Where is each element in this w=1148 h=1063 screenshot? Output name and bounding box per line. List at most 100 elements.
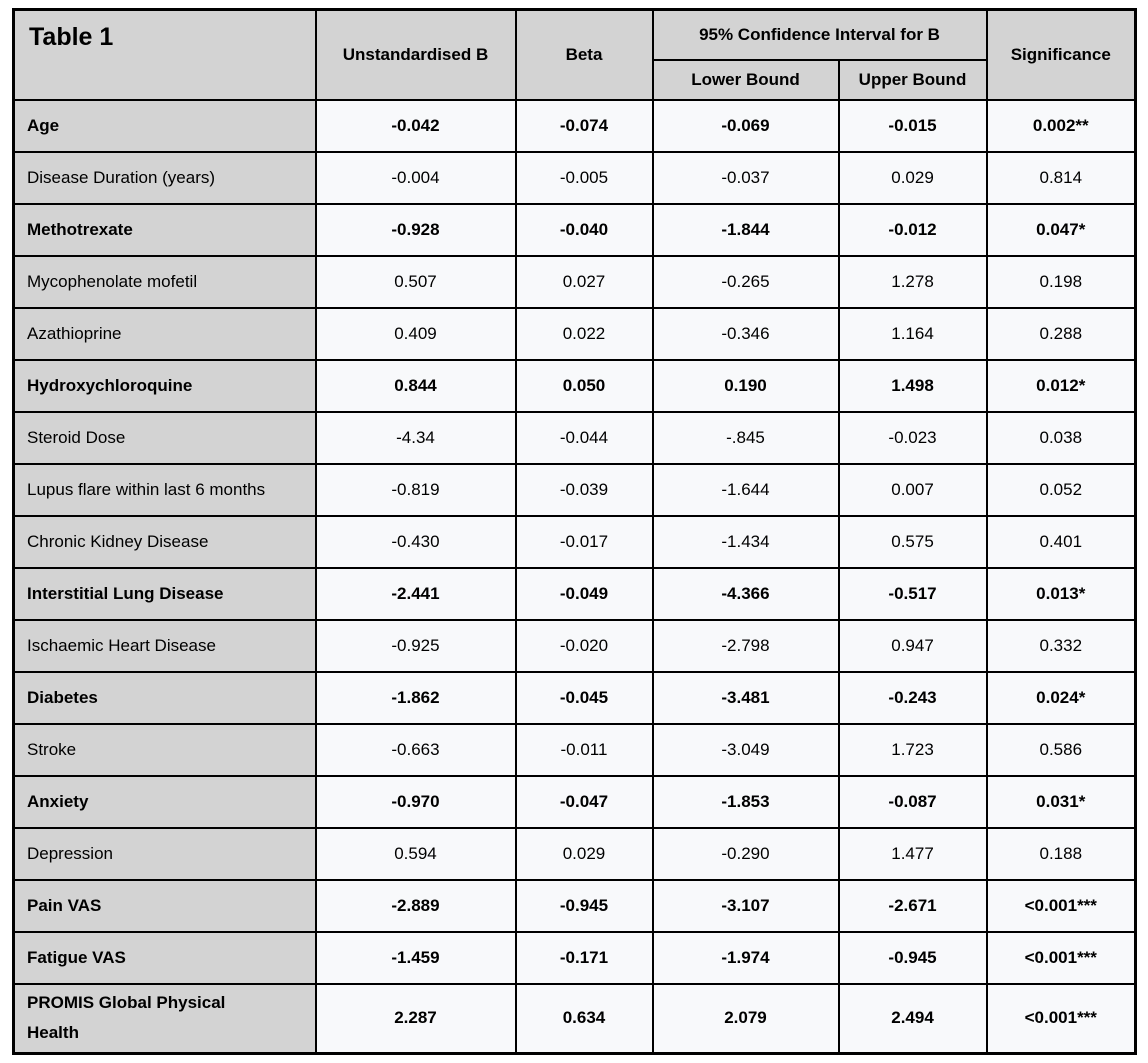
- cell-b: 2.287: [314, 982, 517, 1055]
- table-row: Disease Duration (years) -0.004 -0.005 -0.0…: [12, 150, 1137, 205]
- cell-upper: -0.023: [837, 410, 988, 465]
- cell-sig: <0.001***: [985, 982, 1137, 1055]
- cell-lower: -3.481: [651, 670, 840, 725]
- col-header-lower-bound: Lower Bound: [651, 58, 840, 101]
- cell-upper: -0.945: [837, 930, 988, 985]
- cell-lower: -0.069: [651, 98, 840, 153]
- cell-sig: 0.002**: [985, 98, 1137, 153]
- table-row: Depression 0.594 0.029 -0.290 1.477 0.188: [12, 826, 1137, 881]
- table-header: Table 1 Unstandardised B Beta 95% Confid…: [12, 8, 1137, 101]
- row-label: Hydroxychloroquine: [12, 358, 317, 413]
- cell-lower: 2.079: [651, 982, 840, 1055]
- cell-lower: -0.290: [651, 826, 840, 881]
- cell-upper: 0.029: [837, 150, 988, 205]
- col-header-beta: Beta: [514, 8, 654, 101]
- cell-lower: 0.190: [651, 358, 840, 413]
- cell-b: -0.819: [314, 462, 517, 517]
- row-label: Anxiety: [12, 774, 317, 829]
- cell-upper: 0.007: [837, 462, 988, 517]
- cell-lower: -1.974: [651, 930, 840, 985]
- cell-beta: -0.074: [514, 98, 654, 153]
- cell-upper: 0.575: [837, 514, 988, 569]
- table-row: Steroid Dose -4.34 -0.044 -.845 -0.023 0.038: [12, 410, 1137, 465]
- cell-beta: 0.029: [514, 826, 654, 881]
- cell-beta: -0.011: [514, 722, 654, 777]
- cell-b: -4.34: [314, 410, 517, 465]
- row-label: PROMIS Global Physical Health: [12, 982, 317, 1055]
- row-label: Interstitial Lung Disease: [12, 566, 317, 621]
- cell-lower: -2.798: [651, 618, 840, 673]
- cell-beta: -0.945: [514, 878, 654, 933]
- cell-sig: 0.814: [985, 150, 1137, 205]
- cell-beta: 0.050: [514, 358, 654, 413]
- cell-sig: 0.052: [985, 462, 1137, 517]
- cell-lower: -1.644: [651, 462, 840, 517]
- table-row: Lupus flare within last 6 months -0.819 -0…: [12, 462, 1137, 517]
- table-row: PROMIS Global Physical Health 2.287 0.634 2…: [12, 982, 1137, 1055]
- cell-lower: -3.049: [651, 722, 840, 777]
- cell-sig: 0.188: [985, 826, 1137, 881]
- row-label: Fatigue VAS: [12, 930, 317, 985]
- table-row: Hydroxychloroquine 0.844 0.050 0.190 1.498 0.…: [12, 358, 1137, 413]
- cell-sig: 0.288: [985, 306, 1137, 361]
- cell-upper: 1.164: [837, 306, 988, 361]
- cell-upper: -0.012: [837, 202, 988, 257]
- cell-upper: -2.671: [837, 878, 988, 933]
- cell-sig: 0.401: [985, 514, 1137, 569]
- cell-lower: -3.107: [651, 878, 840, 933]
- cell-beta: -0.017: [514, 514, 654, 569]
- col-header-upper-bound: Upper Bound: [837, 58, 988, 101]
- cell-lower: -1.434: [651, 514, 840, 569]
- cell-b: -1.862: [314, 670, 517, 725]
- row-label: Depression: [12, 826, 317, 881]
- cell-beta: -0.039: [514, 462, 654, 517]
- cell-b: 0.844: [314, 358, 517, 413]
- table-row: Fatigue VAS -1.459 -0.171 -1.974 -0.945 <0.00…: [12, 930, 1137, 985]
- regression-results-table: Table 1 Unstandardised B Beta 95% Confid…: [12, 8, 1138, 1055]
- cell-beta: -0.047: [514, 774, 654, 829]
- cell-sig: 0.047*: [985, 202, 1137, 257]
- table-row: Interstitial Lung Disease -2.441 -0.049 -4.…: [12, 566, 1137, 621]
- cell-beta: 0.022: [514, 306, 654, 361]
- cell-b: -2.441: [314, 566, 517, 621]
- cell-sig: 0.332: [985, 618, 1137, 673]
- cell-sig: 0.013*: [985, 566, 1137, 621]
- cell-b: -0.004: [314, 150, 517, 205]
- row-label: Age: [12, 98, 317, 153]
- cell-b: -0.928: [314, 202, 517, 257]
- row-label: Stroke: [12, 722, 317, 777]
- cell-sig: 0.024*: [985, 670, 1137, 725]
- col-header-significance: Significance: [985, 8, 1137, 101]
- row-label: Ischaemic Heart Disease: [12, 618, 317, 673]
- cell-upper: 0.947: [837, 618, 988, 673]
- cell-lower: -1.853: [651, 774, 840, 829]
- table-row: Diabetes -1.862 -0.045 -3.481 -0.243 0.024*: [12, 670, 1137, 725]
- cell-lower: -.845: [651, 410, 840, 465]
- cell-beta: -0.040: [514, 202, 654, 257]
- cell-beta: -0.049: [514, 566, 654, 621]
- table-row: Age -0.042 -0.074 -0.069 -0.015 0.002**: [12, 98, 1137, 153]
- cell-b: -2.889: [314, 878, 517, 933]
- cell-upper: 2.494: [837, 982, 988, 1055]
- cell-b: -1.459: [314, 930, 517, 985]
- cell-lower: -0.265: [651, 254, 840, 309]
- cell-upper: 1.278: [837, 254, 988, 309]
- cell-b: 0.409: [314, 306, 517, 361]
- cell-b: 0.594: [314, 826, 517, 881]
- cell-b: -0.663: [314, 722, 517, 777]
- cell-upper: 1.723: [837, 722, 988, 777]
- table-row: Chronic Kidney Disease -0.430 -0.017 -1.434…: [12, 514, 1137, 569]
- cell-sig: 0.012*: [985, 358, 1137, 413]
- cell-sig: 0.038: [985, 410, 1137, 465]
- row-label: Disease Duration (years): [12, 150, 317, 205]
- row-label: Mycophenolate mofetil: [12, 254, 317, 309]
- cell-beta: 0.634: [514, 982, 654, 1055]
- row-label: Lupus flare within last 6 months: [12, 462, 317, 517]
- col-header-ci-group: 95% Confidence Interval for B: [651, 8, 988, 61]
- cell-b: -0.925: [314, 618, 517, 673]
- row-label: Diabetes: [12, 670, 317, 725]
- table-row: Methotrexate -0.928 -0.040 -1.844 -0.012 0.04…: [12, 202, 1137, 257]
- cell-lower: -1.844: [651, 202, 840, 257]
- row-label: Steroid Dose: [12, 410, 317, 465]
